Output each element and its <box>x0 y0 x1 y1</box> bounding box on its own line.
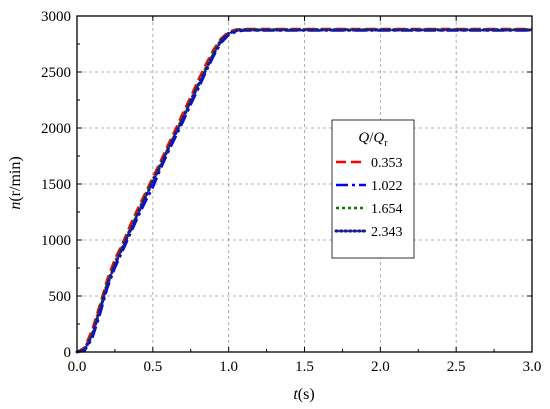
series-line-4 <box>75 28 534 354</box>
y-tick-label: 3000 <box>41 9 71 25</box>
x-tick-label: 2.5 <box>447 359 466 375</box>
legend: Q/Qr 0.353 1.022 1.654 2.343 <box>331 119 415 259</box>
legend-entries: 0.353 1.022 1.654 2.343 <box>334 156 403 240</box>
legend-label-4: 2.343 <box>371 225 403 240</box>
series-line-1 <box>76 27 532 354</box>
legend-label-1: 0.353 <box>371 156 403 171</box>
x-tick-label: 3.0 <box>523 359 542 375</box>
y-tick-label: 0 <box>64 345 72 361</box>
x-tick-label: 1.0 <box>219 359 238 375</box>
x-tick-label: 2.0 <box>371 359 390 375</box>
grid <box>77 16 532 352</box>
series-layer <box>75 27 534 354</box>
y-tick-label: 1000 <box>41 233 71 249</box>
y-tick-label: 2500 <box>41 65 71 81</box>
y-axis-label: n(r/min) <box>7 156 24 209</box>
y-tick-label: 500 <box>49 289 72 305</box>
x-tick-label: 1.5 <box>295 359 314 375</box>
legend-title: Q/Qr <box>358 130 388 149</box>
y-tick-label: 2000 <box>41 121 71 137</box>
tick-marks <box>76 15 533 353</box>
legend-label-2: 1.022 <box>371 179 403 194</box>
x-tick-labels: 0.0 0.5 1.0 1.5 2.0 2.5 3.0 <box>68 359 542 375</box>
legend-box <box>331 119 415 259</box>
x-tick-label: 0.5 <box>143 359 162 375</box>
x-axis-label: t(s) <box>293 386 314 403</box>
y-tick-label: 1500 <box>41 177 71 193</box>
legend-label-3: 1.654 <box>371 202 403 217</box>
y-tick-labels: 0 500 1000 1500 2000 2500 3000 <box>41 9 71 361</box>
x-tick-label: 0.0 <box>68 359 87 375</box>
